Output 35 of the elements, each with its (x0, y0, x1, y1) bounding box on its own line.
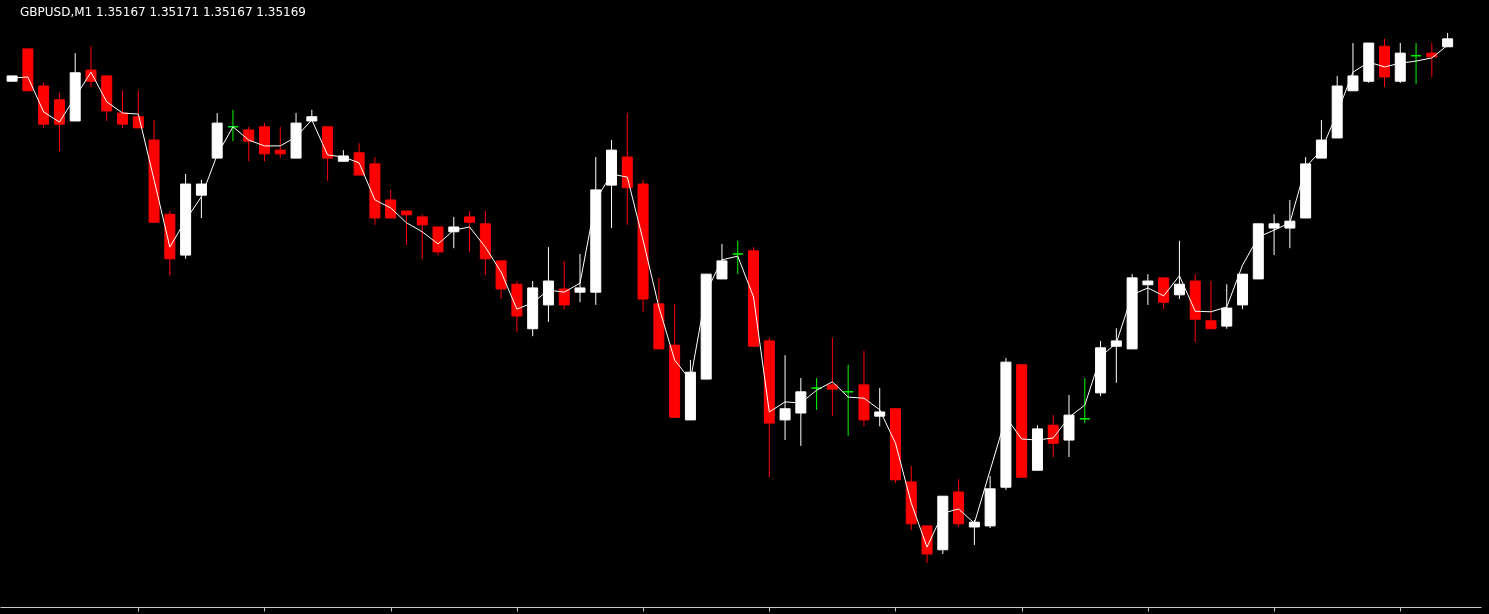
candlestick (1142, 273, 1154, 306)
candlestick (448, 216, 460, 249)
candlestick (1205, 280, 1217, 330)
candlestick (400, 210, 412, 246)
candlestick (1315, 119, 1327, 159)
candlestick (574, 253, 586, 303)
candlestick (1410, 42, 1422, 85)
candlestick (1426, 42, 1438, 78)
candlestick (1110, 327, 1122, 384)
candlestick (842, 364, 854, 437)
candlestick (1284, 199, 1296, 249)
candlestick (132, 89, 144, 129)
candlestick (1268, 213, 1280, 256)
candlestick (716, 243, 728, 280)
candlestick (779, 354, 791, 441)
candlestick (195, 179, 207, 219)
candlestick (542, 246, 554, 323)
candlestick (874, 387, 886, 427)
candlestick (385, 189, 397, 219)
candlestick (416, 213, 428, 260)
candlestick (811, 377, 823, 411)
candlestick (1047, 414, 1059, 458)
candlestick (117, 89, 129, 129)
candlestick (826, 337, 838, 417)
candlestick (1079, 377, 1091, 424)
candlestick (1173, 240, 1185, 300)
candlestick (274, 126, 286, 159)
candlestick (732, 240, 744, 275)
candlestick (243, 126, 255, 162)
candlestick (464, 210, 476, 253)
candlestick (795, 377, 807, 447)
candlestick (227, 109, 239, 142)
candlestick (1221, 283, 1233, 330)
candlestick (558, 260, 570, 310)
chart-title: GBPUSD,M1 1.35167 1.35171 1.35167 1.35169 (20, 4, 306, 19)
